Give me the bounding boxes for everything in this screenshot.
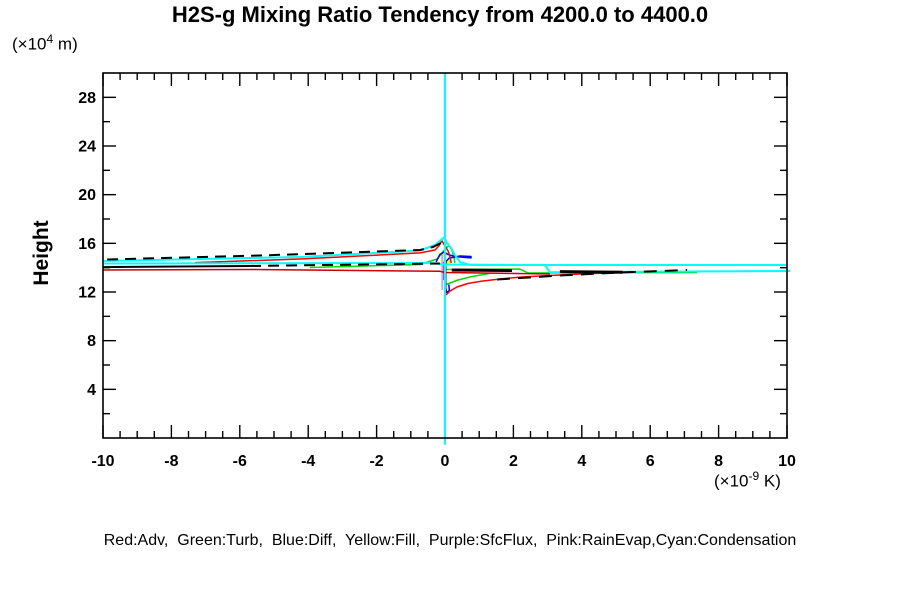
x-tick-label: -8 [164, 453, 178, 470]
x-tick-label: 6 [646, 453, 655, 470]
series-adv-red-upper [194, 240, 452, 264]
x-unit-exponent: -9 [748, 469, 760, 483]
page-title: H2S-g Mixing Ratio Tendency from 4200.0 … [171, 2, 709, 27]
plot-frame [102, 72, 788, 439]
x-tick-label: -6 [233, 453, 247, 470]
x-tick-label: -2 [369, 453, 383, 470]
x-axis-unit-label: (×10-9 K) [714, 469, 781, 492]
y-unit-exponent: 4 [46, 32, 54, 46]
y-tick-label: 8 [87, 333, 96, 350]
series-diff-blue-upper-bump [435, 251, 472, 265]
series-black-mid-solid-left [102, 265, 251, 269]
series-black-mid-dash [250, 262, 440, 267]
y-tick-label: 16 [78, 236, 96, 253]
y-unit-prefix: (×10 [12, 34, 47, 54]
y-tick-label: 20 [78, 187, 96, 204]
series-adv-red-low-left [102, 268, 551, 275]
x-tick-label: -10 [91, 453, 114, 470]
series-turb-green-lower [445, 272, 491, 286]
y-tick-label: 24 [78, 139, 96, 156]
x-unit-suffix: K) [759, 471, 781, 491]
y-axis-unit-label: (×104 m) [12, 32, 78, 55]
series-black-dash-upper [107, 242, 442, 261]
y-tick-label: 28 [78, 90, 96, 107]
y-unit-suffix: m) [53, 34, 78, 54]
y-tick-label: 4 [87, 382, 96, 399]
x-tick-label: 8 [714, 453, 723, 470]
series-black-right-solid-1 [451, 268, 513, 272]
x-tick-label: -4 [301, 453, 315, 470]
legend-text: Red:Adv, Green:Turb, Blue:Diff, Yellow:F… [103, 532, 797, 549]
x-tick-label: 2 [509, 453, 518, 470]
x-tick-label: 0 [441, 453, 450, 470]
x-unit-prefix: (×10 [714, 471, 749, 491]
series-black-dash-sweep [496, 269, 688, 281]
x-tick-label: 10 [778, 453, 796, 470]
x-tick-label: 4 [577, 453, 586, 470]
y-tick-label: 12 [78, 285, 96, 302]
